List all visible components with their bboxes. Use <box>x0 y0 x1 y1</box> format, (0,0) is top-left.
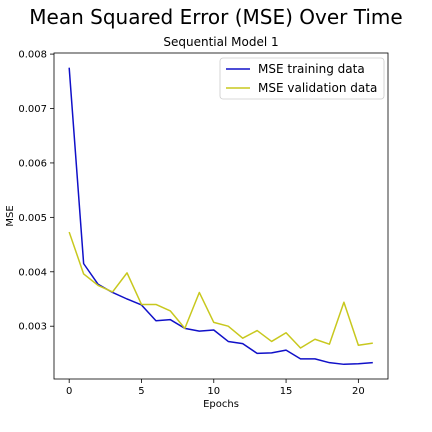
x-tick-label: 10 <box>207 386 220 397</box>
legend-label-2: MSE validation data <box>258 81 377 95</box>
legend-box <box>219 57 385 100</box>
plot-area: 0 5 10 15 20 0.003 0.004 0.005 0.006 0.007 0.008 <box>18 50 389 397</box>
y-tick-label: 0.008 <box>18 50 47 61</box>
y-tick-label: 0.006 <box>18 158 47 169</box>
figure-suptitle: Mean Squared Error (MSE) Over Time <box>29 5 402 29</box>
x-tick-label: 15 <box>280 386 293 397</box>
x-tick-label: 5 <box>138 386 144 397</box>
y-tick-label: 0.004 <box>18 267 47 278</box>
y-tick-label: 0.003 <box>18 322 47 333</box>
x-tick-label: 0 <box>66 386 72 397</box>
y-axis-label: MSE <box>5 205 16 226</box>
y-tick-label: 0.007 <box>18 104 47 115</box>
x-tick-label: 20 <box>352 386 365 397</box>
axes-title: Sequential Model 1 <box>163 35 278 49</box>
axes-frame <box>53 52 389 380</box>
series-line-2 <box>68 231 373 349</box>
y-tick-label: 0.005 <box>18 213 47 224</box>
legend: MSE training data MSE validation data <box>219 57 385 100</box>
legend-label-1: MSE training data <box>258 62 365 76</box>
series-line-1 <box>68 67 373 366</box>
x-axis-label: Epochs <box>203 399 239 410</box>
